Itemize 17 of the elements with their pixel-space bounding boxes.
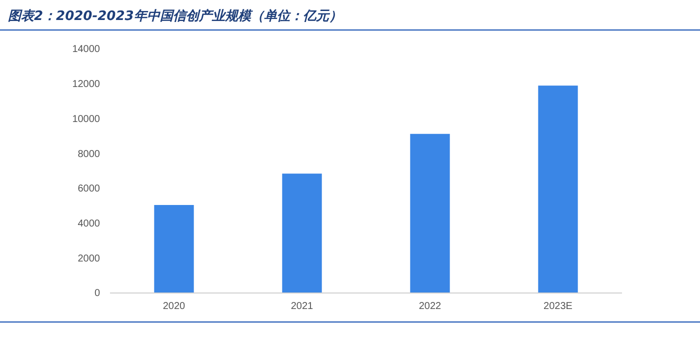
x-tick-label: 2023E [544,301,573,312]
y-tick-label: 2000 [78,253,100,264]
y-tick-label: 4000 [78,218,100,230]
bar [282,174,322,293]
x-tick-label: 2020 [162,301,186,312]
y-tick-label: 12000 [72,79,100,90]
y-tick-label: 0 [94,288,100,300]
x-tick-label: 2022 [418,301,442,312]
bar [410,134,450,293]
y-tick-label: 10000 [72,114,100,125]
x-tick-label: 2021 [290,301,314,312]
y-tick-label: 8000 [78,148,100,160]
y-tick-label: 6000 [78,184,100,195]
bar [154,204,194,293]
y-tick-label: 14000 [72,44,100,56]
bar [538,86,578,293]
chart-title: 图表2：2020-2023年中国信创产业规模（单位：亿元） [8,8,342,24]
